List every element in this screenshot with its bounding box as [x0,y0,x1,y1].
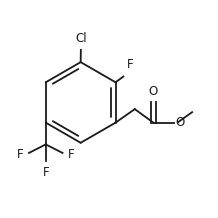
Text: O: O [149,85,158,98]
Text: F: F [43,166,49,179]
Text: Cl: Cl [75,32,87,45]
Text: F: F [126,58,133,71]
Text: F: F [68,148,74,161]
Text: F: F [17,148,24,161]
Text: O: O [176,116,185,129]
